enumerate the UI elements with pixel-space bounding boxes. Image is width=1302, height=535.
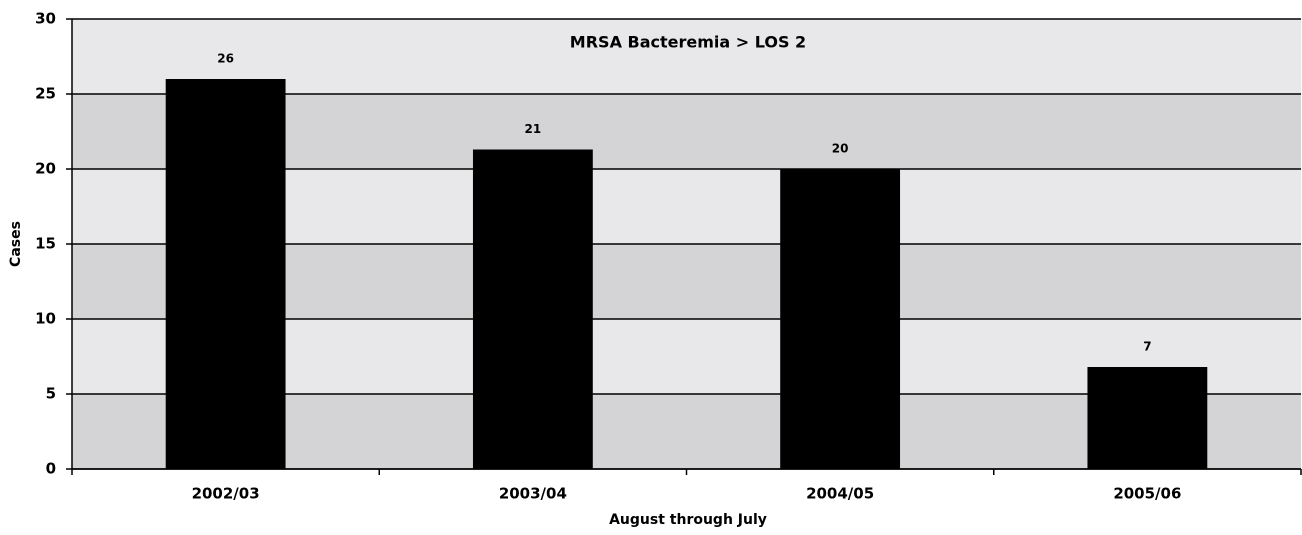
y-tick-label: 25	[35, 85, 56, 103]
y-tick-label: 5	[46, 385, 56, 403]
bar	[1087, 367, 1208, 469]
x-tick-label: 2005/06	[1113, 485, 1181, 503]
y-tick-label: 30	[35, 10, 56, 28]
value-label: 20	[832, 142, 849, 156]
bar	[165, 79, 286, 469]
y-tick-label: 0	[46, 460, 56, 478]
value-label: 21	[525, 122, 542, 136]
x-tick-label: 2002/03	[192, 485, 260, 503]
chart-title: MRSA Bacteremia > LOS 2	[570, 33, 806, 52]
bars	[165, 79, 1208, 469]
x-tick-label: 2004/05	[806, 485, 874, 503]
value-label: 26	[217, 52, 234, 66]
x-axis-label: August through July	[609, 512, 767, 528]
bar	[472, 149, 593, 469]
y-tick-label: 15	[35, 235, 56, 253]
value-label: 7	[1143, 340, 1151, 354]
y-tick-label: 20	[35, 160, 56, 178]
y-axis-label: Cases	[8, 221, 24, 267]
y-tick-label: 10	[35, 310, 56, 328]
bar	[780, 169, 901, 469]
x-tick-label: 2003/04	[499, 485, 567, 503]
